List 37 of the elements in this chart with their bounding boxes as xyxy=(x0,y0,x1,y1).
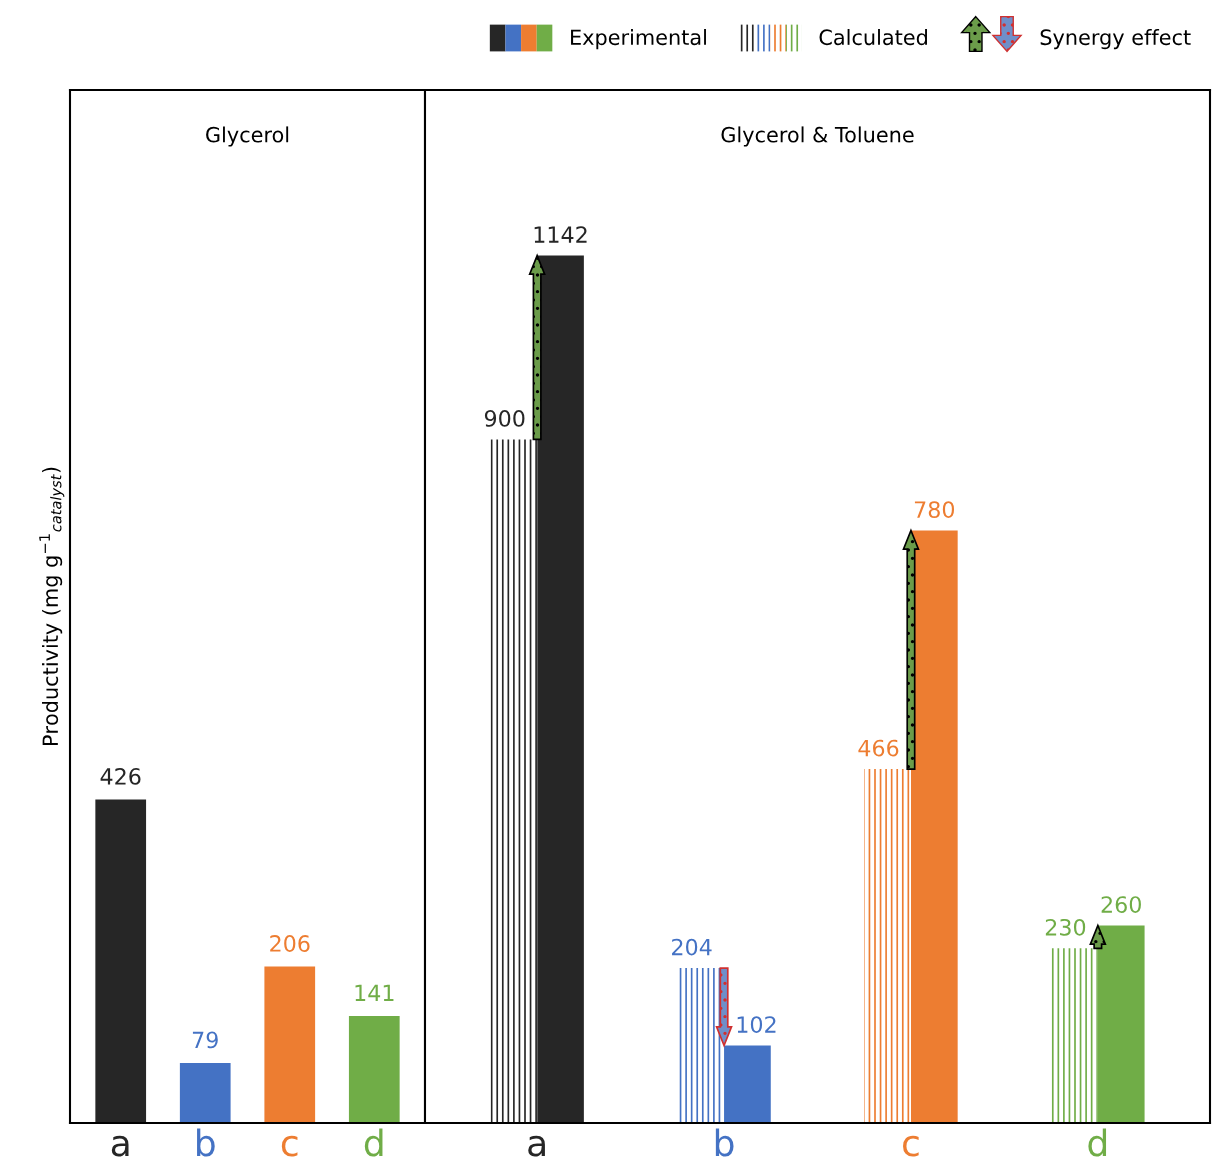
data-label: 141 xyxy=(355,984,394,1001)
bar xyxy=(490,439,538,1123)
text: Glycerol xyxy=(206,126,289,147)
bar xyxy=(910,530,958,1123)
legend-label: Calculated xyxy=(819,29,927,46)
data-label: 1142 xyxy=(534,226,587,243)
bar xyxy=(864,769,911,1123)
data-label: 102 xyxy=(737,1016,776,1033)
bar xyxy=(1097,925,1145,1123)
x-tick-label: d xyxy=(364,1128,383,1157)
bar xyxy=(537,255,584,1123)
text: Glycerol & Toluene xyxy=(721,126,914,147)
x-tick-label: b xyxy=(715,1128,734,1157)
bar xyxy=(179,1062,231,1123)
y-axis-title: Productivity (mg g$^{−1}$$_{catalyst}$) xyxy=(39,467,65,746)
x-tick-label: a xyxy=(111,1135,129,1157)
bar xyxy=(724,1045,771,1123)
bar xyxy=(95,799,147,1123)
text: Synergy effect xyxy=(1040,29,1191,50)
bar xyxy=(264,966,316,1123)
legend-label: Experimental xyxy=(571,29,706,50)
x-tick-label: c xyxy=(903,1135,919,1157)
bar xyxy=(348,1015,400,1123)
bar xyxy=(1051,948,1098,1123)
data-label: 230 xyxy=(1045,918,1086,936)
data-label: 426 xyxy=(100,767,141,785)
data-label: 206 xyxy=(270,935,310,952)
data-label: 260 xyxy=(1101,896,1141,913)
data-label: 780 xyxy=(914,501,955,518)
data-label: 466 xyxy=(858,739,899,757)
data-label: 900 xyxy=(484,410,525,427)
data-label: 204 xyxy=(672,938,712,956)
data-label: 79 xyxy=(192,1031,218,1049)
x-tick-label: d xyxy=(1088,1128,1107,1157)
x-tick-label: b xyxy=(197,1128,215,1157)
x-tick-label: a xyxy=(528,1135,545,1157)
x-tick-label: c xyxy=(281,1135,298,1157)
